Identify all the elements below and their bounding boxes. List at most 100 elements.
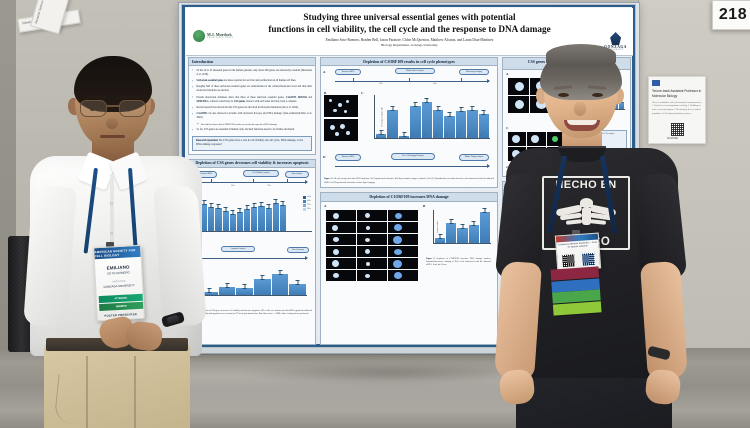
arm-left	[493, 260, 543, 382]
panel-letter-b: B	[423, 203, 426, 208]
flyer-scan-label: SCAN ME	[667, 137, 678, 140]
apoptosis-chart	[199, 267, 307, 296]
legend-entry: 72 hr	[307, 204, 311, 207]
bar	[279, 201, 287, 231]
legend-entry: 48 hr	[307, 200, 311, 203]
bar	[201, 200, 208, 231]
badge-clip	[572, 230, 580, 235]
schematic-step-box: Apoptosis Analysis	[221, 245, 255, 253]
person-left-presenter: AMERICAN SOCIETY FOR CELL BIOLOGY EMILIA…	[22, 56, 212, 428]
bar	[444, 112, 455, 138]
introduction-body: Of the 20 to 25 thousand genes in the hu…	[189, 66, 315, 153]
badge-text: Conference Attendee Credential — Scan fo…	[557, 241, 598, 250]
nose	[106, 118, 118, 129]
tshirt-collar	[558, 146, 606, 162]
panel-letter-c: C	[506, 126, 509, 131]
murdock-name: M.J. Murdock	[207, 31, 232, 37]
qr-code-icon	[671, 123, 684, 136]
poster-title-line-2: functions in cell viability, the cell cy…	[268, 24, 551, 35]
timeline-arrow-icon	[197, 180, 308, 185]
flyer-logo-icon	[652, 80, 660, 86]
badge-org-banner: AMERICAN SOCIETY FOR CELL BIOLOGY	[94, 245, 141, 260]
shirt-button	[110, 202, 114, 206]
flyer-title: Tenure-track Assistant Professor in Mole…	[652, 89, 702, 98]
poster-department: Biology Department, Gonzaga University	[381, 43, 438, 48]
booth-number-sign: 218	[712, 0, 750, 30]
bar	[446, 219, 457, 243]
bar	[289, 279, 307, 295]
eye-left	[90, 107, 95, 111]
schematic-step-box: Transfect siRNA	[335, 154, 361, 161]
bar	[457, 223, 468, 243]
cell-cycle-bar-chart: Percentage of mitotic cells	[374, 94, 490, 140]
intro-bullet: Recent research has shown that the CSS g…	[192, 106, 312, 112]
bar	[258, 201, 265, 231]
poster-authors: Emiliano Soto-Romero, Braden Bell, Jason…	[325, 37, 494, 42]
bar	[208, 202, 215, 231]
eyeglasses	[80, 100, 146, 118]
schematic-step-box: Microscopy Imaging	[459, 68, 489, 76]
gonzaga-sub: UNIVERSITY	[607, 49, 624, 51]
panel-letter-b: B	[324, 90, 327, 95]
panel-letter-a: A	[323, 69, 326, 74]
bar	[376, 130, 387, 138]
legend-entry: siCtrl	[307, 196, 311, 199]
eye-right	[592, 93, 603, 97]
bar	[218, 282, 236, 295]
bar	[467, 105, 478, 138]
cell-cycle-heading: Depletion of C1ORF109 results in cell cy…	[321, 58, 497, 67]
eye-right	[126, 107, 131, 111]
viability-heading: Depletion of CSS genes decreases cell vi…	[189, 159, 315, 168]
schematic-step-box: Mitotic Index Analysis	[395, 67, 435, 75]
poster-title: Studying three universal essential genes…	[186, 8, 633, 36]
eyeglass-lens-left	[80, 100, 107, 117]
bar	[236, 283, 254, 295]
job-posting-flyer: Tenure-track Assistant Professor in Mole…	[648, 76, 706, 144]
timeline-arrow-icon	[335, 78, 490, 83]
bar	[251, 203, 258, 231]
section-viability: Depletion of CSS genes decreases cell vi…	[188, 158, 316, 345]
panel-letter-d: D	[323, 155, 326, 160]
eyeglass-lens-right	[119, 100, 146, 117]
chart-x-tick-labels: Untreated siControl siLuc siPLK1 siC1orf…	[376, 131, 489, 140]
bar	[229, 210, 236, 231]
intro-bullet: Of the 20 to 25 thousand genes in the hu…	[192, 68, 312, 77]
bar	[468, 221, 479, 243]
tshirt-text-top: HECHO EN	[555, 179, 617, 191]
arm-right	[639, 260, 689, 382]
ear-left	[68, 98, 79, 115]
introduction-heading: Introduction	[189, 58, 315, 67]
apoptosis-schematic: Apoptosis Analysis Flow Cytometry	[191, 245, 313, 265]
timeline-arrow-icon	[197, 255, 308, 260]
badge-clip	[106, 242, 114, 247]
bar	[271, 269, 289, 295]
bar	[435, 233, 446, 243]
bar	[478, 110, 490, 138]
chart-bars-group	[376, 95, 490, 138]
smiling-mouth	[564, 120, 600, 131]
eyeglass-bridge	[107, 105, 119, 107]
bar	[272, 198, 279, 231]
hand-right	[644, 368, 682, 406]
gonzaga-shield-icon	[610, 32, 622, 45]
intro-bullet: Roughly half of these universal essentia…	[192, 85, 312, 93]
bar	[254, 275, 271, 295]
qr-code-icon	[582, 252, 595, 266]
floor-stain	[240, 362, 540, 384]
nose	[574, 102, 586, 116]
intro-bullet-sub: Our lab has shown that C1ORF109 localize…	[192, 122, 312, 127]
bar	[421, 98, 433, 138]
bar	[265, 204, 272, 231]
bar	[455, 106, 467, 138]
poster-border-bottom	[182, 344, 635, 347]
qr-code-icon	[562, 254, 575, 268]
conference-badge-left: AMERICAN SOCIETY FOR CELL BIOLOGY EMILIA…	[93, 244, 145, 322]
schematic-step-box: Live Cell Imaging Timelapse	[391, 153, 435, 160]
bar	[433, 105, 444, 138]
dna-damage-caption: Figure 2. Depletion of C1ORF109 increase…	[426, 257, 491, 267]
research-question-box: Research Question: Do CSS genes have a r…	[192, 135, 312, 152]
eye-left	[558, 93, 569, 97]
dna-damage-heading: Depletion of C1ORF109 increases DNA dama…	[321, 193, 497, 202]
chart-bars-group	[435, 208, 491, 243]
bar	[479, 208, 491, 243]
